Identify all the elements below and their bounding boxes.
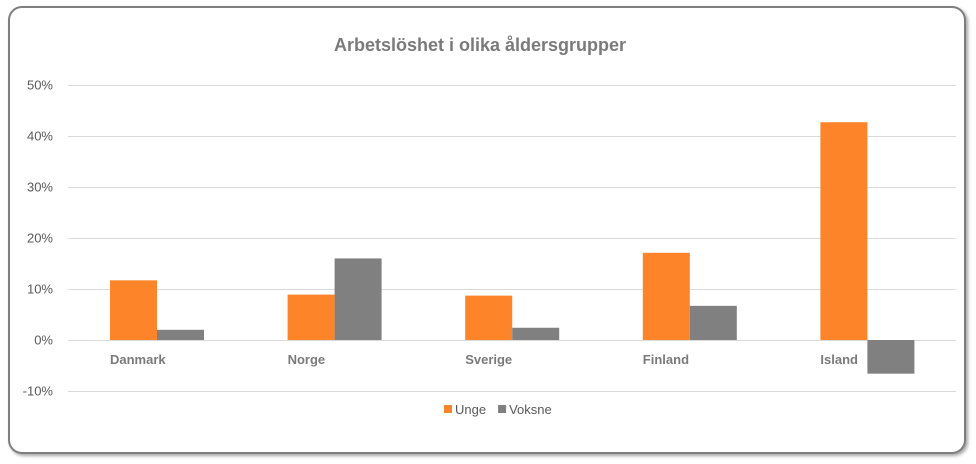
gridlines bbox=[68, 85, 956, 392]
y-tick-label: 0% bbox=[34, 333, 53, 348]
y-tick-label: 50% bbox=[27, 78, 53, 93]
bar-unge-norge bbox=[287, 294, 335, 340]
legend-swatch bbox=[444, 405, 452, 413]
y-tick-label: 20% bbox=[27, 231, 53, 246]
legend: Unge Voksne bbox=[444, 402, 552, 417]
bar-unge-finland bbox=[642, 252, 690, 340]
category-label: Norge bbox=[288, 352, 326, 367]
chart-frame bbox=[8, 6, 966, 454]
y-tick-label: -10% bbox=[23, 384, 54, 399]
bar-voksne-finland bbox=[689, 305, 737, 340]
category-label: Danmark bbox=[110, 352, 166, 367]
category-label: Island bbox=[820, 352, 858, 367]
bar-voksne-norge bbox=[334, 258, 382, 340]
bar-unge-sverige bbox=[465, 295, 513, 340]
y-tick-label: 40% bbox=[27, 129, 53, 144]
y-tick-label: 10% bbox=[27, 282, 53, 297]
bar-unge-danmark bbox=[110, 280, 157, 340]
y-axis-ticks: 50% 40% 30% 20% 10% 0% -10% bbox=[23, 78, 54, 399]
chart-title: Arbetslöshet i olika åldersgrupper bbox=[334, 35, 626, 55]
bar-voksne-island bbox=[867, 340, 915, 374]
bar-voksne-danmark bbox=[157, 329, 204, 340]
legend-swatch bbox=[498, 405, 507, 413]
category-labels: Danmark Norge Sverige Finland Island bbox=[110, 352, 858, 367]
bars bbox=[110, 122, 915, 374]
legend-label: Voksne bbox=[509, 402, 552, 417]
y-tick-label: 30% bbox=[27, 180, 53, 195]
category-label: Finland bbox=[643, 352, 689, 367]
legend-label: Unge bbox=[455, 402, 486, 417]
category-label: Sverige bbox=[465, 352, 512, 367]
bar-voksne-sverige bbox=[512, 327, 560, 340]
bar-unge-island bbox=[820, 122, 868, 340]
